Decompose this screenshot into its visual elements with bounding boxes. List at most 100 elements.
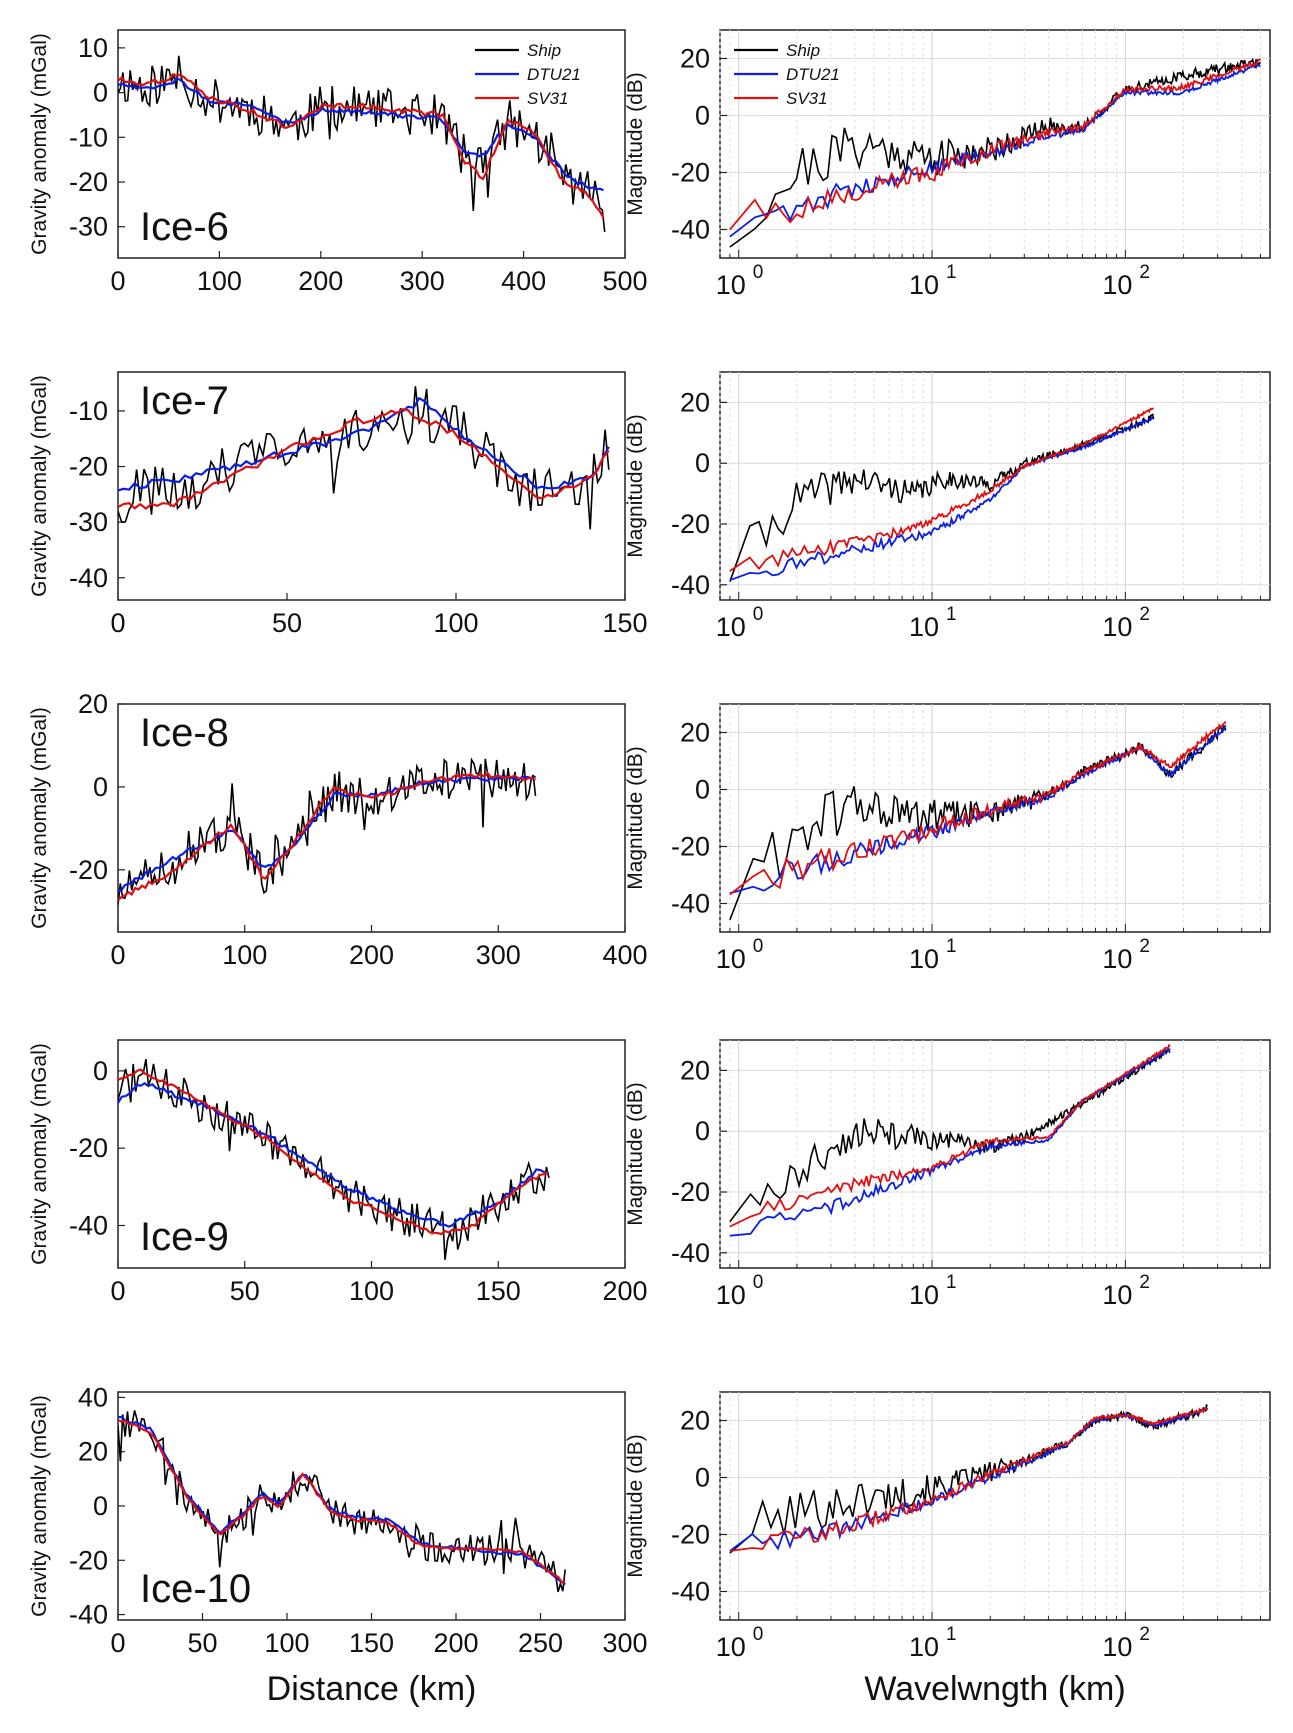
x-tick-label: 10 (716, 944, 746, 974)
x-tick-exponent: 0 (753, 262, 764, 283)
y-tick-label: -20 (69, 1133, 108, 1163)
y-tick-label: -40 (69, 563, 108, 593)
y-axis-label: Gravity anomaly (mGal) (28, 1395, 51, 1617)
x-tick-exponent: 1 (946, 1272, 957, 1293)
series-sv31-line (729, 721, 1227, 896)
y-tick-label: 0 (93, 772, 108, 802)
y-tick-label: 40 (78, 1382, 108, 1412)
y-tick-label: 0 (93, 1491, 108, 1521)
series-group (729, 721, 1227, 921)
y-axis-label: Gravity anomaly (mGal) (28, 1043, 51, 1265)
x-tick-exponent: 1 (946, 936, 957, 957)
x-tick-label: 0 (110, 608, 125, 638)
series-dtu21-line (729, 1406, 1209, 1552)
y-tick-label: -20 (69, 855, 108, 885)
x-tick-label: 150 (476, 1276, 521, 1306)
x-tick-label: 0 (110, 940, 125, 970)
legend-label-ship: Ship (786, 41, 820, 60)
x-tick-exponent: 2 (1139, 604, 1150, 625)
plot-frame (719, 1039, 1271, 1269)
y-axis-label: Magnitude (dB) (624, 746, 647, 890)
x-tick-label: 10 (1102, 270, 1132, 300)
y-tick-label: -20 (671, 1177, 710, 1207)
x-tick-exponent: 1 (946, 1624, 957, 1645)
x-tick-label: 10 (1102, 944, 1132, 974)
y-tick-label: -40 (69, 1600, 108, 1630)
x-tick-exponent: 1 (946, 604, 957, 625)
x-tick-label: 10 (909, 1632, 939, 1662)
series-group (118, 757, 537, 905)
profile-panel-ice-9: 0 50 100 150 200 0 -20 -40 Gravity anomaly (mGal… (28, 1039, 648, 1306)
x-tick-label: 200 (349, 940, 394, 970)
series-group (729, 57, 1262, 248)
series-dtu21-line (118, 774, 537, 893)
x-tick-label: 200 (433, 1628, 478, 1658)
x-tick-label: 10 (909, 612, 939, 642)
x-tick-exponent: 0 (753, 1272, 764, 1293)
series-group (118, 386, 610, 530)
y-tick-label: -20 (671, 509, 710, 539)
x-tick-label: 10 (1102, 1280, 1132, 1310)
legend-label-sv31: SV31 (527, 89, 569, 108)
profile-panel-ice-7: 0 50 100 150 -10 -20 -30 -40 Gravity anomaly (mG… (28, 371, 648, 638)
y-tick-label: 0 (93, 1056, 108, 1086)
x-tick-exponent: 2 (1139, 1272, 1150, 1293)
y-tick-label: -10 (69, 396, 108, 426)
series-sv31-line (729, 1407, 1209, 1552)
y-tick-label: -20 (671, 832, 710, 862)
series-ship-line (118, 55, 606, 233)
legend-label-dtu21: DTU21 (527, 65, 581, 84)
panel-label: Ice-10 (140, 1567, 251, 1611)
y-axis-label: Gravity anomaly (mGal) (28, 375, 51, 597)
x-tick-label: 50 (272, 608, 302, 638)
y-axis-label: Magnitude (dB) (624, 1434, 647, 1578)
x-tick-exponent: 2 (1139, 936, 1150, 957)
x-tick-label: 400 (602, 940, 647, 970)
y-tick-label: 20 (680, 718, 710, 748)
series-ship-line (118, 386, 610, 530)
legend-label-ship: Ship (527, 41, 561, 60)
series-sv31-line (118, 1068, 549, 1236)
y-tick-label: -20 (671, 1520, 710, 1550)
x-tick-label: 10 (716, 612, 746, 642)
x-tick-label: 400 (501, 266, 546, 296)
y-tick-label: 10 (78, 33, 108, 63)
series-sv31-line (118, 771, 537, 901)
x-tick-exponent: 2 (1139, 262, 1150, 283)
x-tick-label: 10 (716, 1280, 746, 1310)
x-tick-exponent: 0 (753, 604, 764, 625)
series-sv31-line (118, 408, 610, 511)
x-tick-label: 150 (602, 608, 647, 638)
x-tick-label: 10 (909, 270, 939, 300)
y-tick-label: -20 (671, 158, 710, 188)
y-axis-label: Gravity anomaly (mGal) (28, 33, 51, 255)
x-tick-label: 100 (222, 940, 267, 970)
y-tick-label: -20 (69, 167, 108, 197)
plot-frame (117, 703, 626, 933)
y-tick-label: 0 (695, 1116, 710, 1146)
legend-label-dtu21: DTU21 (786, 65, 840, 84)
y-tick-label: -40 (671, 215, 710, 245)
x-tick-label: 200 (602, 1276, 647, 1306)
series-sv31-line (118, 1418, 566, 1584)
x-tick-label: 10 (909, 944, 939, 974)
x-tick-label: 10 (1102, 612, 1132, 642)
series-dtu21-line (729, 1047, 1171, 1237)
series-group (118, 1058, 550, 1260)
series-dtu21-line (118, 76, 604, 192)
y-tick-label: -10 (69, 122, 108, 152)
x-tick-label: 0 (110, 266, 125, 296)
x-axis-title: Wavelwngth (km) (864, 1670, 1125, 1708)
x-tick-label: 250 (518, 1628, 563, 1658)
y-axis-label: Gravity anomaly (mGal) (28, 707, 51, 929)
series-group (118, 55, 606, 233)
x-tick-label: 10 (716, 1632, 746, 1662)
series-group (729, 1403, 1209, 1554)
y-axis-label: Magnitude (dB) (624, 1082, 647, 1226)
y-tick-label: 0 (93, 78, 108, 108)
